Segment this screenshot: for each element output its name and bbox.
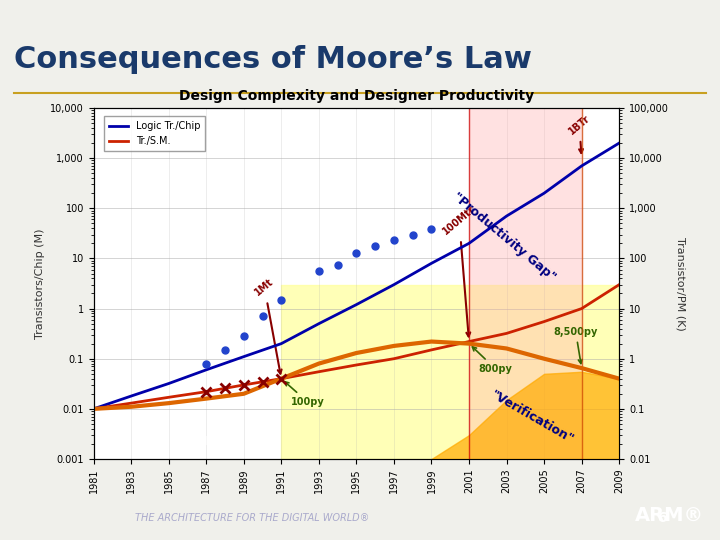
Text: 100Mtr: 100Mtr: [441, 204, 477, 336]
Tr./S.M.: [277, 375, 286, 382]
Text: 800py: 800py: [472, 347, 513, 374]
Y-axis label: Transistors/Chip (M): Transistors/Chip (M): [35, 228, 45, 339]
Tr./S.M.: [427, 347, 436, 353]
Tr./S.M.: [503, 330, 511, 336]
Text: 8,500py: 8,500py: [554, 327, 598, 363]
Tr./S.M.: [577, 305, 586, 312]
Logic Tr./Chip: [89, 406, 98, 412]
Logic Tr./Chip: [615, 140, 624, 146]
Logic Tr./Chip: [164, 380, 173, 387]
Y-axis label: Transistor/PM (K): Transistor/PM (K): [675, 237, 685, 330]
Line: Tr./S.M.: Tr./S.M.: [94, 285, 619, 409]
Text: 100py: 100py: [285, 382, 325, 407]
Text: 1Mt: 1Mt: [253, 276, 282, 374]
Tr./S.M.: [164, 394, 173, 401]
Legend: Logic Tr./Chip, Tr./S.M.: Logic Tr./Chip, Tr./S.M.: [104, 117, 205, 151]
Tr./S.M.: [390, 355, 398, 362]
Tr./S.M.: [540, 319, 549, 325]
Text: ARM: ARM: [177, 435, 208, 448]
Text: THE ARCHITECTURE FOR THE DIGITAL WORLD®: THE ARCHITECTURE FOR THE DIGITAL WORLD®: [135, 514, 369, 523]
Logic Tr./Chip: [127, 393, 135, 399]
Logic Tr./Chip: [577, 163, 586, 169]
Logic Tr./Chip: [503, 213, 511, 219]
Tr./S.M.: [89, 406, 98, 412]
Tr./S.M.: [352, 362, 361, 368]
Text: ARM®: ARM®: [635, 506, 704, 525]
Tr./S.M.: [615, 281, 624, 288]
Logic Tr./Chip: [277, 340, 286, 347]
Text: "Productivity Gap": "Productivity Gap": [450, 191, 559, 284]
Tr./S.M.: [240, 382, 248, 388]
Text: "Verification": "Verification": [487, 389, 575, 447]
Logic Tr./Chip: [240, 353, 248, 360]
Logic Tr./Chip: [202, 367, 210, 373]
Tr./S.M.: [464, 338, 473, 345]
Text: 1BTr: 1BTr: [567, 113, 592, 153]
Tr./S.M.: [202, 388, 210, 395]
Line: Logic Tr./Chip: Logic Tr./Chip: [94, 143, 619, 409]
Tr./S.M.: [315, 368, 323, 375]
Logic Tr./Chip: [352, 301, 361, 308]
Tr./S.M.: [127, 400, 135, 407]
Logic Tr./Chip: [540, 190, 549, 197]
Logic Tr./Chip: [315, 320, 323, 327]
Logic Tr./Chip: [464, 240, 473, 247]
Logic Tr./Chip: [390, 281, 398, 288]
Text: 6: 6: [657, 511, 667, 525]
Logic Tr./Chip: [427, 260, 436, 267]
Title: Design Complexity and Designer Productivity: Design Complexity and Designer Productiv…: [179, 89, 534, 103]
Text: Consequences of Moore’s Law: Consequences of Moore’s Law: [14, 45, 532, 73]
